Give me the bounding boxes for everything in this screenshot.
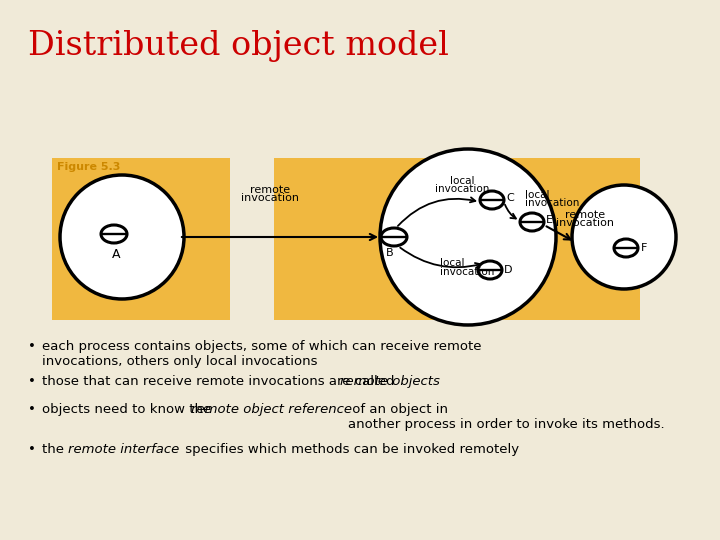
Text: •: • (28, 403, 36, 416)
Circle shape (60, 175, 184, 299)
Text: the: the (42, 443, 68, 456)
Text: •: • (28, 375, 36, 388)
Text: invocation: invocation (241, 193, 299, 203)
Text: C: C (506, 193, 514, 203)
Text: local: local (450, 176, 474, 186)
Text: Distributed object model: Distributed object model (28, 30, 449, 62)
Text: local: local (525, 190, 549, 200)
Text: invocation: invocation (435, 184, 489, 194)
Text: specifies which methods can be invoked remotely: specifies which methods can be invoked r… (181, 443, 519, 456)
Text: B: B (386, 248, 394, 258)
Text: remote objects: remote objects (340, 375, 440, 388)
Text: local: local (440, 258, 464, 268)
Text: remote: remote (565, 210, 605, 220)
Ellipse shape (478, 261, 502, 279)
Text: objects need to know the: objects need to know the (42, 403, 215, 416)
Bar (52, 158, 230, 320)
Ellipse shape (101, 225, 127, 243)
Text: A: A (112, 248, 120, 261)
Text: Figure 5.3: Figure 5.3 (57, 162, 120, 172)
Text: remote interface: remote interface (68, 443, 179, 456)
Text: remote object reference: remote object reference (191, 403, 352, 416)
Ellipse shape (614, 239, 638, 257)
Circle shape (380, 149, 556, 325)
Text: remote: remote (250, 185, 290, 195)
Text: F: F (641, 243, 647, 253)
Text: •: • (28, 340, 36, 353)
Text: invocation: invocation (525, 198, 580, 208)
Text: each process contains objects, some of which can receive remote
invocations, oth: each process contains objects, some of w… (42, 340, 482, 368)
Bar (274, 158, 640, 320)
Text: •: • (28, 443, 36, 456)
Text: of an object in
another process in order to invoke its methods.: of an object in another process in order… (348, 403, 665, 431)
Text: invocation: invocation (556, 218, 614, 228)
Text: D: D (504, 265, 513, 275)
Ellipse shape (381, 228, 407, 246)
Text: E: E (546, 215, 553, 225)
Text: those that can receive remote invocations are called: those that can receive remote invocation… (42, 375, 399, 388)
Ellipse shape (480, 191, 504, 209)
Text: invocation: invocation (440, 267, 495, 277)
Circle shape (572, 185, 676, 289)
Ellipse shape (520, 213, 544, 231)
